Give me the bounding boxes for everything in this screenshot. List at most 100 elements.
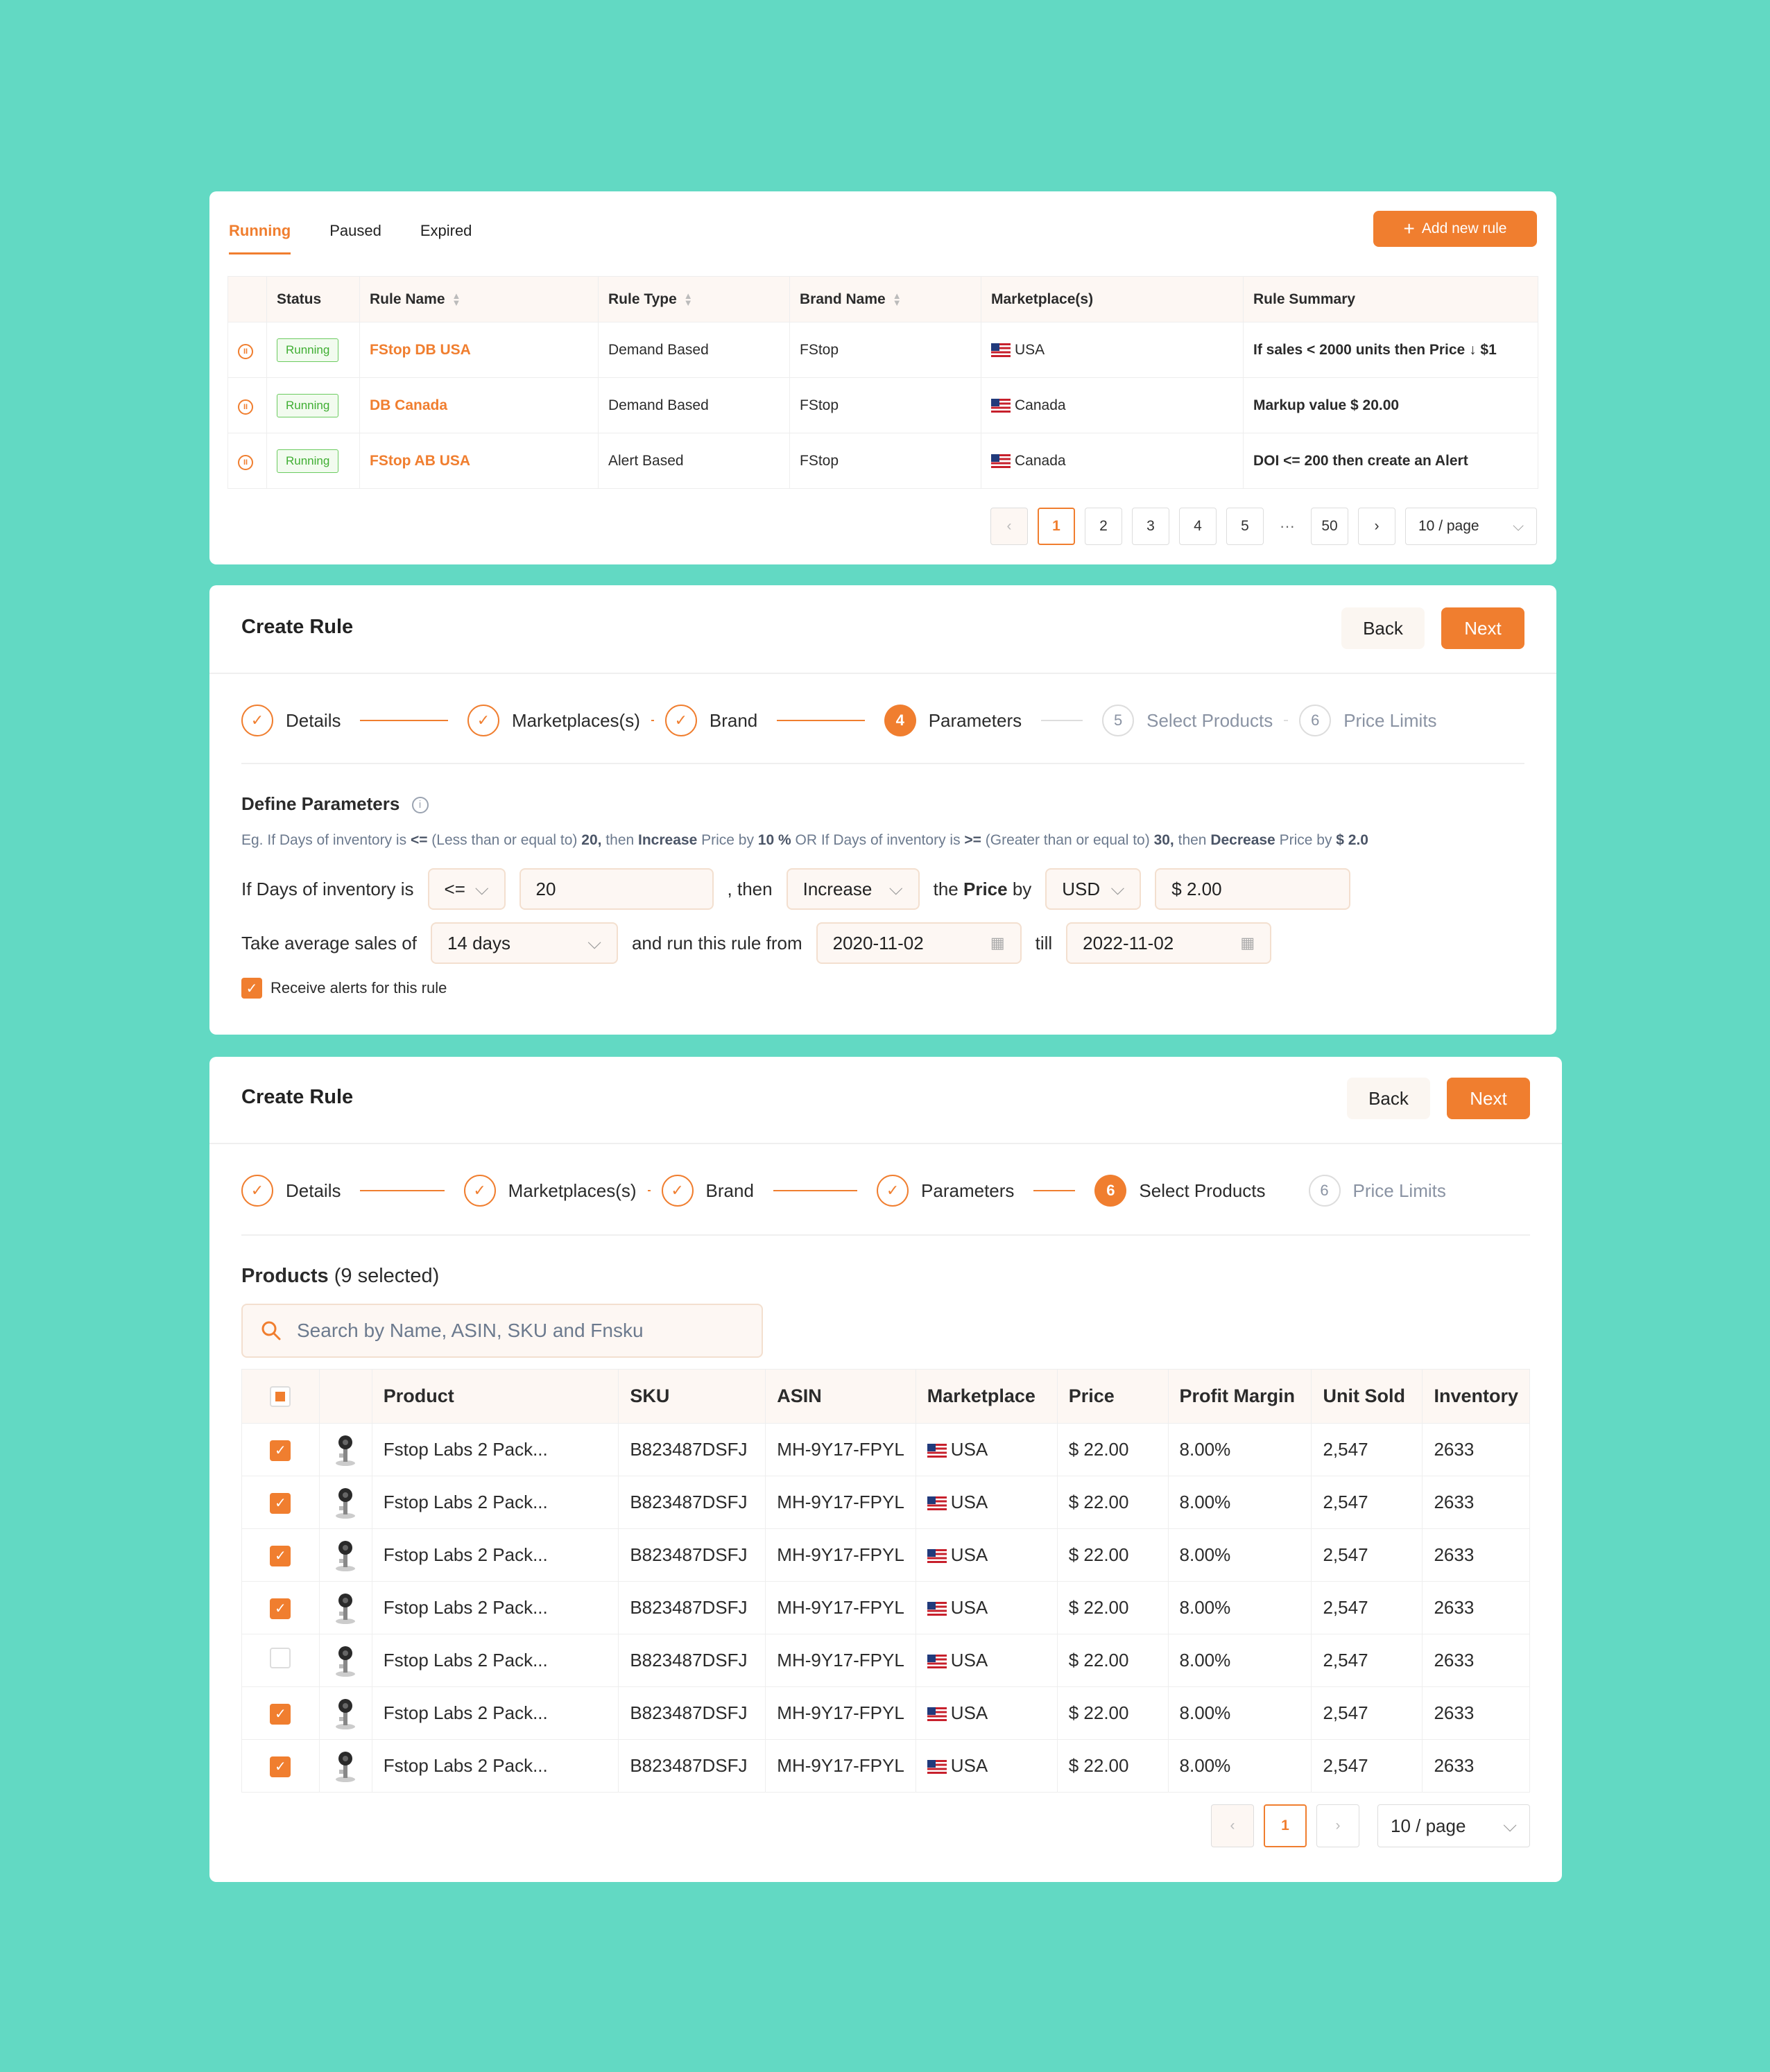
page-2-button[interactable]: 2 [1085,508,1122,545]
rule-name-link[interactable]: FStop AB USA [359,433,599,489]
sort-icon[interactable]: ▲ ▼ [892,290,902,308]
rules-table: Status Rule Name ▲ ▼ Rule Type ▲ ▼ Brand Nam… [227,276,1538,489]
tab-running[interactable]: Running [229,222,291,254]
step-select-products[interactable]: 5 Select Products [1102,705,1273,736]
prev-page-button[interactable]: ‹ [1211,1804,1254,1847]
table-row[interactable]: ✓ Fstop Labs 2 Pack... B823487DSFJ MH-9Y17-… [241,1423,1530,1476]
product-name[interactable]: Fstop Labs 2 Pack... [371,1528,619,1582]
pause-icon[interactable]: II [238,454,253,470]
table-row[interactable]: Fstop Labs 2 Pack... B823487DSFJ MH-9Y17-F… [241,1634,1530,1687]
row-select-cell[interactable]: ✓ [241,1739,320,1793]
column-header-rule-type[interactable]: Rule Type ▲ ▼ [598,276,790,322]
row-checkbox[interactable]: ✓ [270,1545,291,1566]
page-1-button[interactable]: 1 [1038,508,1075,545]
from-date-picker[interactable]: 2020-11-02 ▦ [816,922,1022,964]
table-row[interactable]: II Running FStop AB USA Alert Based FSto… [227,433,1538,489]
sort-icon[interactable]: ▲ ▼ [452,290,461,308]
sku: B823487DSFJ [618,1528,766,1582]
tab-expired[interactable]: Expired [420,222,472,239]
rule-name-link[interactable]: FStop DB USA [359,322,599,378]
stepper: ✓ Details ✓ Marketplaces(s) ✓ Brand ✓ Parame… [241,1175,1530,1207]
row-select-cell[interactable]: ✓ [241,1528,320,1582]
row-select-cell[interactable]: ✓ [241,1581,320,1634]
prev-page-button[interactable]: ‹ [990,508,1028,545]
back-button[interactable]: Back [1347,1078,1430,1119]
page-5-button[interactable]: 5 [1226,508,1264,545]
page-1-button[interactable]: 1 [1264,1804,1307,1847]
step-price-limits[interactable]: 6 Price Limits [1299,705,1437,736]
currency-select[interactable]: USD ⌵ [1045,868,1142,910]
table-row[interactable]: ✓ Fstop Labs 2 Pack... B823487DSFJ MH-9Y17-… [241,1528,1530,1582]
product-name[interactable]: Fstop Labs 2 Pack... [371,1686,619,1740]
step-parameters[interactable]: ✓ Parameters [877,1175,1014,1207]
row-checkbox[interactable]: ✓ [270,1440,291,1461]
step-brand[interactable]: ✓ Brand [664,705,757,736]
step-brand[interactable]: ✓ Brand [661,1175,754,1207]
row-select-cell[interactable]: ✓ [241,1686,320,1740]
page-ellipsis[interactable]: ··· [1280,517,1295,535]
product-search-input[interactable]: Search by Name, ASIN, SKU and Fnsku [241,1304,763,1358]
page-4-button[interactable]: 4 [1179,508,1217,545]
step-details[interactable]: ✓ Details [241,1175,341,1207]
pause-cell[interactable]: II [227,377,267,433]
rule-name-link[interactable]: DB Canada [359,377,599,433]
table-row[interactable]: ✓ Fstop Labs 2 Pack... B823487DSFJ MH-9Y17-… [241,1686,1530,1740]
table-row[interactable]: II Running FStop DB USA Demand Based FSt… [227,322,1538,378]
product-name[interactable]: Fstop Labs 2 Pack... [371,1634,619,1687]
rule-type: Demand Based [598,322,790,378]
step-label: Marketplaces(s) [508,1180,637,1201]
row-checkbox[interactable]: ✓ [270,1598,291,1619]
product-name[interactable]: Fstop Labs 2 Pack... [371,1423,619,1476]
product-name[interactable]: Fstop Labs 2 Pack... [371,1739,619,1793]
table-row[interactable]: II Running DB Canada Demand Based FStop … [227,377,1538,433]
select-all-cell[interactable] [241,1369,320,1424]
page-size-select[interactable]: 10 / page ⌵ [1377,1804,1530,1847]
add-new-rule-button[interactable]: + Add new rule [1373,211,1537,247]
row-checkbox[interactable]: ✓ [270,1703,291,1725]
info-icon[interactable]: i [411,797,429,814]
row-select-cell[interactable]: ✓ [241,1476,320,1529]
pause-cell[interactable]: II [227,322,267,378]
tab-paused[interactable]: Paused [329,222,381,239]
row-select-cell[interactable] [241,1634,320,1687]
page-3-button[interactable]: 3 [1132,508,1169,545]
table-row[interactable]: ✓ Fstop Labs 2 Pack... B823487DSFJ MH-9Y17-… [241,1476,1530,1529]
action-select[interactable]: Increase ⌵ [786,868,920,910]
step-parameters[interactable]: 4 Parameters [884,705,1022,736]
back-button[interactable]: Back [1341,607,1425,649]
row-checkbox[interactable] [270,1648,291,1668]
page-size-select[interactable]: 10 / page ⌵ [1405,508,1537,545]
row-checkbox[interactable]: ✓ [270,1492,291,1514]
select-all-checkbox[interactable] [270,1386,291,1408]
column-header-rule-name[interactable]: Rule Name ▲ ▼ [359,276,599,322]
step-marketplaces[interactable]: ✓ Marketplaces(s) [467,705,640,736]
till-date-picker[interactable]: 2022-11-02 ▦ [1066,922,1272,964]
product-name[interactable]: Fstop Labs 2 Pack... [371,1581,619,1634]
pause-icon[interactable]: II [238,399,253,415]
days-input[interactable]: 20 [519,868,714,910]
us-flag-icon [927,1707,947,1722]
column-header-brand-name[interactable]: Brand Name ▲ ▼ [789,276,981,322]
next-page-button[interactable]: › [1316,1804,1359,1847]
row-checkbox[interactable]: ✓ [270,1756,291,1777]
sort-icon[interactable]: ▲ ▼ [683,290,693,308]
pause-cell[interactable]: II [227,433,267,489]
period-select[interactable]: 14 days ⌵ [430,922,618,964]
check-icon: ✓ [467,705,499,736]
alerts-checkbox[interactable]: ✓ [241,978,262,999]
amount-input[interactable]: $ 2.00 [1155,868,1351,910]
step-select-products[interactable]: 6 Select Products [1094,1175,1266,1207]
step-marketplaces[interactable]: ✓ Marketplaces(s) [463,1175,637,1207]
next-button[interactable]: Next [1441,607,1524,649]
pause-icon[interactable]: II [238,343,253,359]
step-price-limits[interactable]: 6 Price Limits [1308,1175,1446,1207]
row-select-cell[interactable]: ✓ [241,1423,320,1476]
page-50-button[interactable]: 50 [1311,508,1348,545]
step-details[interactable]: ✓ Details [241,705,341,736]
product-name[interactable]: Fstop Labs 2 Pack... [371,1476,619,1529]
operator-select[interactable]: <= ⌵ [427,868,506,910]
next-button[interactable]: Next [1447,1078,1530,1119]
table-row[interactable]: ✓ Fstop Labs 2 Pack... B823487DSFJ MH-9Y17-… [241,1739,1530,1793]
table-row[interactable]: ✓ Fstop Labs 2 Pack... B823487DSFJ MH-9Y17-… [241,1581,1530,1634]
next-page-button[interactable]: › [1358,508,1395,545]
